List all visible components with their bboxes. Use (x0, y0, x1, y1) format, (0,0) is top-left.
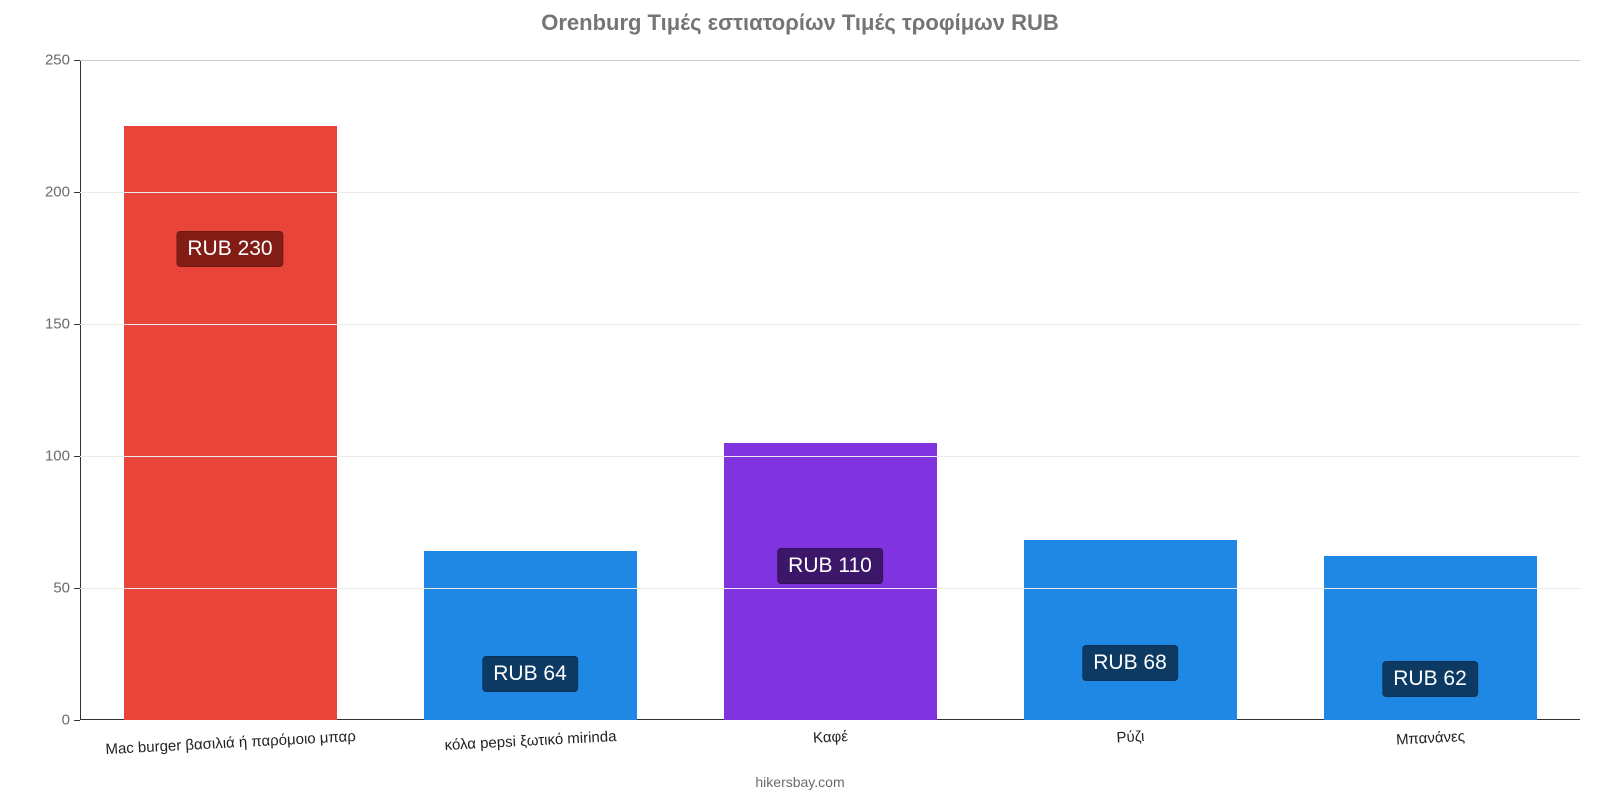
gridline (80, 192, 1580, 193)
plot-area: RUB 230RUB 64RUB 110RUB 68RUB 62 0501001… (80, 60, 1580, 720)
value-badge: RUB 68 (1082, 645, 1178, 681)
bar: RUB 68 (1024, 540, 1237, 720)
bar: RUB 110 (724, 443, 937, 720)
bar: RUB 230 (124, 126, 337, 720)
bars-container: RUB 230 RUB 64 RUB 110 RUB 68 RUB 62 (80, 60, 1580, 720)
gridline (80, 456, 1580, 457)
y-tick-label: 150 (45, 316, 80, 333)
value-badge: RUB 62 (1382, 661, 1478, 697)
y-tick-label: 0 (62, 712, 80, 729)
x-tick-label: Mac burger βασιλιά ή παρόμοιο μπαρ (105, 728, 356, 758)
y-tick-label: 50 (53, 580, 80, 597)
bar: RUB 64 (424, 551, 637, 720)
y-tick-label: 200 (45, 184, 80, 201)
y-tick-label: 100 (45, 448, 80, 465)
gridline (80, 60, 1580, 61)
gridline (80, 324, 1580, 325)
x-tick-label: Μπανάνες (1396, 728, 1466, 749)
gridline (80, 588, 1580, 589)
x-tick-label: κόλα pepsi ξωτικό mirinda (444, 728, 617, 754)
attribution-text: hikersbay.com (0, 774, 1600, 790)
value-badge: RUB 110 (777, 548, 883, 584)
value-badge: RUB 64 (482, 656, 578, 692)
chart-title: Orenburg Τιμές εστιατορίων Τιμές τροφίμω… (0, 10, 1600, 36)
bar: RUB 62 (1324, 556, 1537, 720)
value-badge: RUB 230 (176, 231, 283, 267)
x-tick-label: Καφέ (813, 728, 849, 747)
x-tick-label: Ρύζι (1116, 728, 1145, 746)
price-bar-chart: Orenburg Τιμές εστιατορίων Τιμές τροφίμω… (0, 0, 1600, 800)
y-tick-label: 250 (45, 52, 80, 69)
